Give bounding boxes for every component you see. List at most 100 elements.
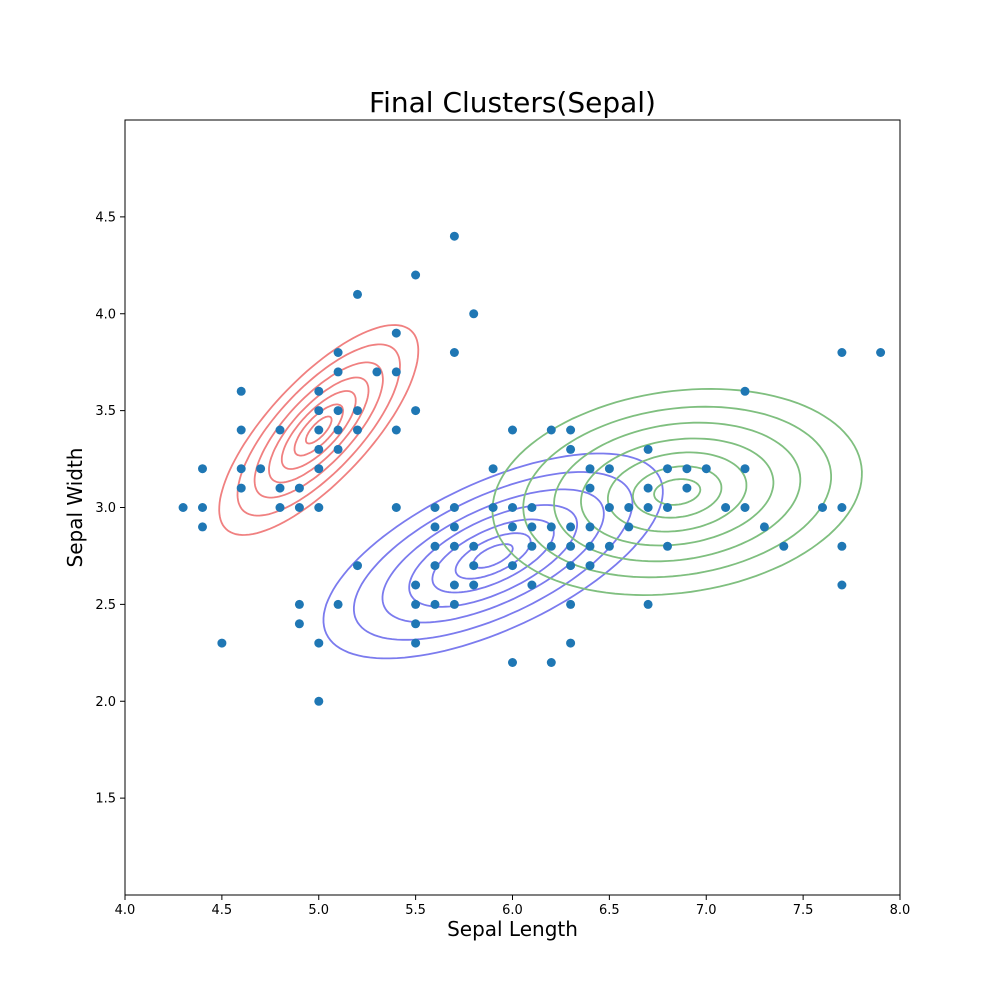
data-point xyxy=(469,309,479,319)
data-point xyxy=(682,483,692,493)
data-point xyxy=(585,483,595,493)
data-point xyxy=(411,599,421,609)
data-point xyxy=(566,561,576,571)
data-point xyxy=(391,503,401,512)
cluster-2-contour xyxy=(353,471,634,641)
y-tick-label: 1.5 xyxy=(95,792,116,807)
data-point xyxy=(236,483,246,493)
data-point xyxy=(740,386,750,396)
data-point xyxy=(333,367,343,377)
data-point xyxy=(837,580,847,590)
data-point xyxy=(740,503,750,512)
y-tick-label: 2.5 xyxy=(95,598,116,613)
data-points xyxy=(178,231,886,706)
data-point xyxy=(430,522,440,532)
data-point xyxy=(256,464,266,474)
data-point xyxy=(314,444,324,454)
x-tick-label: 4.5 xyxy=(212,903,233,918)
chart-title: Final Clusters(Sepal) xyxy=(369,86,656,119)
data-point xyxy=(333,425,343,435)
data-point xyxy=(391,367,401,377)
cluster-3-contour xyxy=(580,437,775,547)
cluster-1-contour xyxy=(305,415,333,445)
x-axis-label: Sepal Length xyxy=(447,917,578,941)
data-point xyxy=(430,503,440,512)
data-point xyxy=(837,541,847,551)
data-point xyxy=(353,561,362,571)
x-tick-label: 5.0 xyxy=(308,903,329,918)
data-point xyxy=(411,580,421,590)
data-point xyxy=(527,522,537,532)
data-point xyxy=(469,541,479,551)
data-point xyxy=(294,619,304,629)
data-point xyxy=(275,483,285,493)
data-point xyxy=(449,580,459,590)
data-point xyxy=(236,425,246,435)
data-point xyxy=(566,599,576,609)
x-tick-label: 6.0 xyxy=(502,903,523,918)
data-point xyxy=(469,561,479,571)
data-point xyxy=(469,580,479,590)
data-point xyxy=(643,503,653,512)
data-point xyxy=(624,503,634,512)
data-point xyxy=(566,522,576,532)
data-point xyxy=(449,522,459,532)
plot-area xyxy=(124,119,901,896)
y-tick-label: 3.5 xyxy=(95,404,116,419)
data-point xyxy=(585,561,595,571)
data-point xyxy=(314,696,324,706)
data-point xyxy=(449,599,459,609)
data-point xyxy=(527,541,537,551)
data-point xyxy=(508,503,517,512)
data-point xyxy=(721,503,731,512)
cluster-1-contour xyxy=(253,361,384,499)
cluster-2-contour xyxy=(322,452,664,660)
data-point xyxy=(411,638,421,648)
data-point xyxy=(314,464,324,474)
cluster-3-contour xyxy=(632,465,723,519)
data-point xyxy=(546,658,556,667)
y-axis-label: Sepal Width xyxy=(63,448,87,568)
data-point xyxy=(353,289,362,299)
data-point xyxy=(294,483,304,493)
x-tick-label: 8.0 xyxy=(890,903,911,918)
data-point xyxy=(411,619,421,629)
data-point xyxy=(663,503,672,512)
data-point xyxy=(333,406,343,416)
cluster-3-contour xyxy=(653,478,702,506)
data-point xyxy=(333,348,343,357)
data-point xyxy=(198,503,207,512)
x-tick-label: 4.0 xyxy=(115,903,136,918)
cluster-3-contour xyxy=(522,405,832,579)
cluster-1-contour xyxy=(236,343,401,517)
data-point xyxy=(604,541,614,551)
data-point xyxy=(430,541,440,551)
data-point xyxy=(333,599,343,609)
data-point xyxy=(527,503,537,512)
data-point xyxy=(585,464,595,474)
data-point xyxy=(411,270,421,280)
data-point xyxy=(837,348,847,357)
data-point xyxy=(508,425,517,435)
data-point xyxy=(508,522,517,532)
data-point xyxy=(566,425,576,435)
data-point xyxy=(624,522,634,532)
data-point xyxy=(314,425,324,435)
data-point xyxy=(643,599,653,609)
y-tick-label: 3.0 xyxy=(95,501,116,516)
data-point xyxy=(566,638,576,648)
data-point xyxy=(449,541,459,551)
data-point xyxy=(353,425,362,435)
data-point xyxy=(604,464,614,474)
data-point xyxy=(314,386,324,396)
data-point xyxy=(682,464,692,474)
data-point xyxy=(391,328,401,338)
cluster-2-contour xyxy=(454,532,532,580)
data-point xyxy=(604,503,614,512)
data-point xyxy=(876,348,886,357)
data-point xyxy=(527,580,537,590)
data-point xyxy=(178,503,188,512)
data-point xyxy=(701,464,711,474)
data-point xyxy=(333,444,343,454)
data-point xyxy=(488,503,498,512)
